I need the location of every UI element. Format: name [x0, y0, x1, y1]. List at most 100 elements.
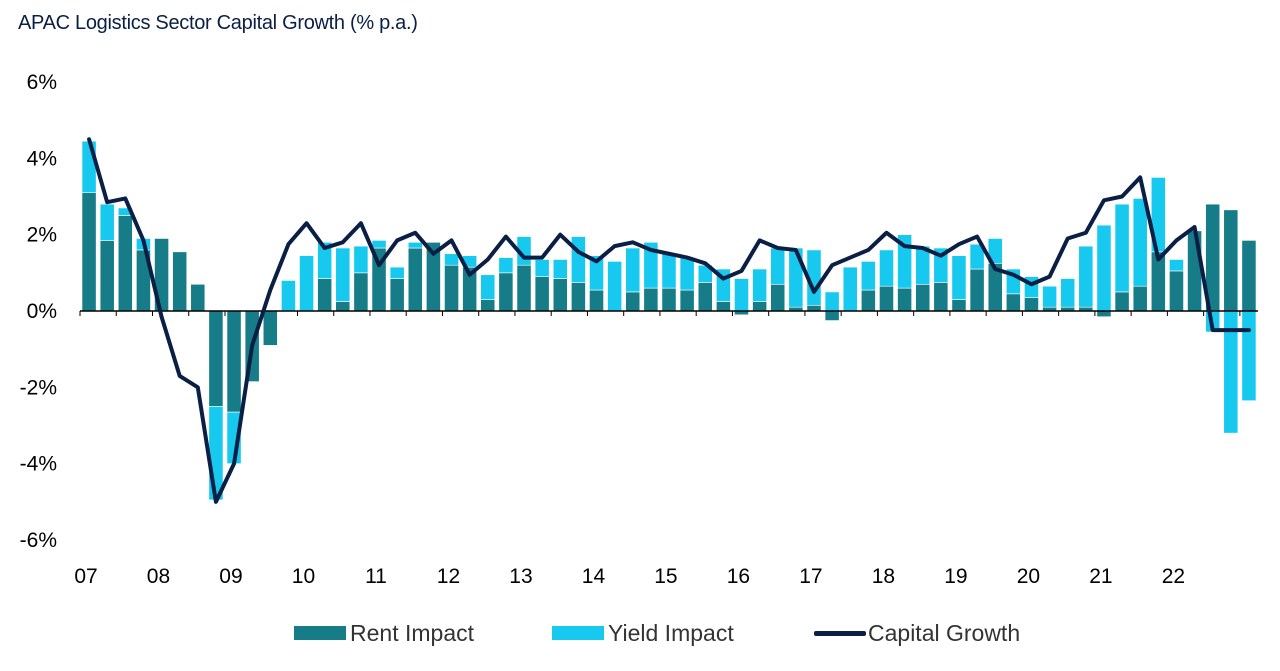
x-tick-label: 13: [509, 565, 532, 588]
bar-yield: [444, 253, 459, 266]
x-tick-label: 08: [147, 565, 170, 588]
bar-rent: [226, 310, 242, 413]
bar-yield: [1241, 310, 1257, 401]
bar-rent: [498, 272, 514, 312]
y-tick-label: 4%: [27, 147, 57, 170]
x-tick-label: 09: [219, 565, 242, 588]
bar-rent: [860, 289, 876, 312]
bar-yield: [607, 261, 622, 312]
bar-yield: [679, 257, 695, 291]
bar-rent: [661, 287, 677, 312]
bar-rent: [552, 278, 568, 312]
bar-rent: [389, 278, 405, 312]
bar-rent: [589, 289, 604, 312]
bar-rent: [969, 268, 985, 312]
bar-rent: [679, 289, 695, 312]
bar-yield: [208, 406, 224, 501]
bar-rent: [444, 264, 459, 312]
bar-yield: [643, 242, 659, 289]
bar-yield: [552, 259, 568, 279]
bar-rent: [715, 301, 731, 312]
bar-yield: [987, 238, 1003, 264]
x-tick-label: 12: [437, 565, 460, 588]
bar-rent: [317, 278, 333, 312]
bar-yield: [734, 278, 749, 312]
bar-yield: [933, 247, 949, 283]
x-tick-label: 18: [872, 565, 895, 588]
capital-growth-line: [87, 137, 1251, 504]
bar-yield: [879, 249, 894, 287]
bar-rent: [190, 283, 206, 312]
x-tick-label: 17: [799, 565, 822, 588]
y-tick-label: -4%: [20, 453, 57, 476]
bar-rent: [117, 215, 133, 312]
x-tick-label: 11: [365, 565, 387, 588]
x-tick-label: 22: [1162, 565, 1185, 588]
x-tick-label: 20: [1017, 565, 1040, 588]
x-tick-label: 15: [654, 565, 677, 588]
bar-rent: [1005, 293, 1021, 312]
legend-item-rent: Rent Impact: [294, 616, 474, 650]
bar-rent: [770, 283, 786, 312]
bar-rent: [571, 282, 586, 312]
chart-title: APAC Logistics Sector Capital Growth (% …: [18, 12, 418, 34]
bar-rent: [1241, 240, 1257, 312]
bar-rent: [99, 240, 115, 312]
bar-yield: [589, 255, 604, 291]
bar-rent: [951, 299, 967, 312]
bar-rent: [353, 272, 369, 312]
bar-rent: [81, 192, 97, 312]
bar-rent: [172, 251, 188, 312]
legend-label-yield: Yield Impact: [608, 619, 734, 646]
x-tick-label: 19: [944, 565, 967, 588]
x-tick-label: 16: [727, 565, 750, 588]
y-tick-label: 2%: [27, 224, 57, 247]
bar-yield: [99, 203, 115, 241]
legend-item-yield: Yield Impact: [552, 616, 734, 650]
bar-yield: [625, 247, 641, 293]
bar-yield: [407, 242, 423, 249]
bar-yield: [1169, 259, 1184, 272]
bar-rent: [208, 310, 224, 407]
bar-rent: [752, 301, 767, 312]
bar-yield: [752, 268, 767, 302]
x-tick-label: 21: [1089, 565, 1112, 588]
x-axis: [79, 310, 1258, 316]
bar-yield: [661, 253, 677, 289]
y-axis: 6% 4% 2% 0% -2% -4% -6%: [20, 71, 57, 552]
bar-rent: [915, 283, 931, 312]
bar-yield: [534, 259, 550, 277]
bar-rent: [335, 301, 351, 312]
bar-yield: [353, 245, 369, 274]
bar-rent: [643, 287, 659, 312]
legend-label-rent: Rent Impact: [350, 619, 474, 646]
bar-yield: [951, 255, 967, 300]
bar-yield: [281, 280, 296, 312]
bar-rent: [1223, 209, 1239, 312]
bar-yield: [842, 266, 858, 312]
bar-yield: [480, 274, 496, 300]
bar-rent: [806, 304, 822, 312]
bar-yield: [498, 257, 514, 274]
bar-rent: [262, 310, 278, 346]
bar-rent: [1024, 297, 1039, 312]
bar-yield: [860, 261, 876, 291]
legend-label-capital: Capital Growth: [868, 619, 1021, 646]
bar-yield: [335, 247, 351, 302]
bar-rent: [697, 282, 713, 312]
bar-rent: [897, 287, 912, 312]
x-tick-label: 07: [74, 565, 97, 588]
legend-item-capital: Capital Growth: [814, 616, 1020, 650]
bar-yield: [371, 240, 387, 249]
bar-rent: [1132, 285, 1148, 312]
bar-rent: [1169, 270, 1184, 312]
y-tick-label: 6%: [27, 71, 57, 94]
x-tick-labels: 07 08 09 10 11 12 13 14 15 16 17 18 19 20 21 22: [74, 565, 1185, 588]
bar-rent: [480, 299, 496, 312]
bar-rent: [1096, 310, 1112, 318]
bars-layer: [81, 140, 1257, 501]
bar-yield: [571, 236, 586, 283]
bar-yield: [1078, 245, 1094, 308]
legend-swatch-rent: [294, 626, 346, 640]
bar-rent: [879, 285, 894, 312]
